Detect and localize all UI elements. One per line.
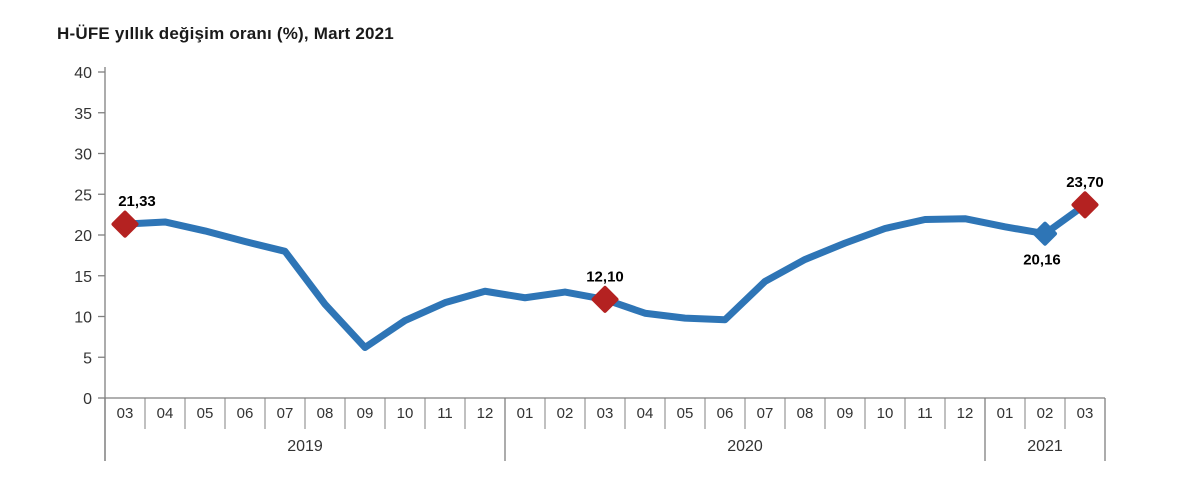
x-axis-month-label: 06 <box>717 405 734 422</box>
x-axis-month-label: 09 <box>837 405 854 422</box>
x-axis-month-label: 06 <box>237 405 254 422</box>
x-axis-month-label: 08 <box>797 405 814 422</box>
x-axis-year-label: 2021 <box>1027 438 1063 455</box>
x-axis-month-label: 01 <box>517 405 534 422</box>
x-axis-month-label: 09 <box>357 405 374 422</box>
x-axis-month-label: 10 <box>397 405 414 422</box>
x-axis-month-label: 04 <box>157 405 174 422</box>
x-axis-month-label: 02 <box>1037 405 1054 422</box>
x-axis-month-label: 05 <box>197 405 214 422</box>
x-axis-month-label: 12 <box>957 405 974 422</box>
data-point-label: 20,16 <box>1023 252 1061 269</box>
x-axis-month-label: 02 <box>557 405 574 422</box>
x-axis-year-label: 2019 <box>287 438 323 455</box>
data-point-label: 23,70 <box>1066 174 1104 191</box>
x-axis-month-label: 03 <box>117 405 134 422</box>
data-point-marker <box>1071 191 1099 219</box>
x-axis-month-label: 03 <box>597 405 614 422</box>
y-axis-label: 35 <box>74 106 92 123</box>
y-axis-label: 10 <box>74 310 92 327</box>
x-axis-month-label: 04 <box>637 405 654 422</box>
x-axis-month-label: 07 <box>277 405 294 422</box>
data-point-label: 21,33 <box>118 193 156 210</box>
chart-title: H-ÜFE yıllık değişim oranı (%), Mart 202… <box>57 24 394 43</box>
x-axis-month-label: 08 <box>317 405 334 422</box>
y-axis-label: 20 <box>74 228 92 245</box>
x-axis-month-label: 03 <box>1077 405 1094 422</box>
x-axis-month-label: 11 <box>437 405 453 422</box>
y-axis-label: 15 <box>74 269 92 286</box>
data-point-marker <box>591 285 619 313</box>
data-point-marker <box>111 210 139 238</box>
x-axis-month-label: 05 <box>677 405 694 422</box>
x-axis-month-label: 11 <box>917 405 933 422</box>
y-axis-label: 40 <box>74 65 92 82</box>
x-axis-month-label: 12 <box>477 405 494 422</box>
x-axis-month-label: 07 <box>757 405 774 422</box>
y-axis-label: 0 <box>83 391 92 408</box>
y-axis-label: 25 <box>74 187 92 204</box>
x-axis-month-label: 10 <box>877 405 894 422</box>
y-axis-label: 5 <box>83 350 92 367</box>
x-axis-month-label: 01 <box>997 405 1014 422</box>
data-point-label: 12,10 <box>586 268 624 285</box>
data-point-marker <box>1033 221 1057 246</box>
y-axis-label: 30 <box>74 147 92 164</box>
x-axis-year-label: 2020 <box>727 438 763 455</box>
